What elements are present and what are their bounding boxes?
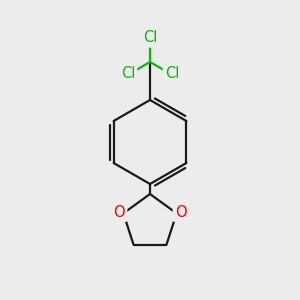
Text: Cl: Cl xyxy=(143,31,157,46)
Text: O: O xyxy=(114,205,125,220)
Text: Cl: Cl xyxy=(165,65,179,80)
Text: Cl: Cl xyxy=(121,65,135,80)
Text: O: O xyxy=(175,205,186,220)
